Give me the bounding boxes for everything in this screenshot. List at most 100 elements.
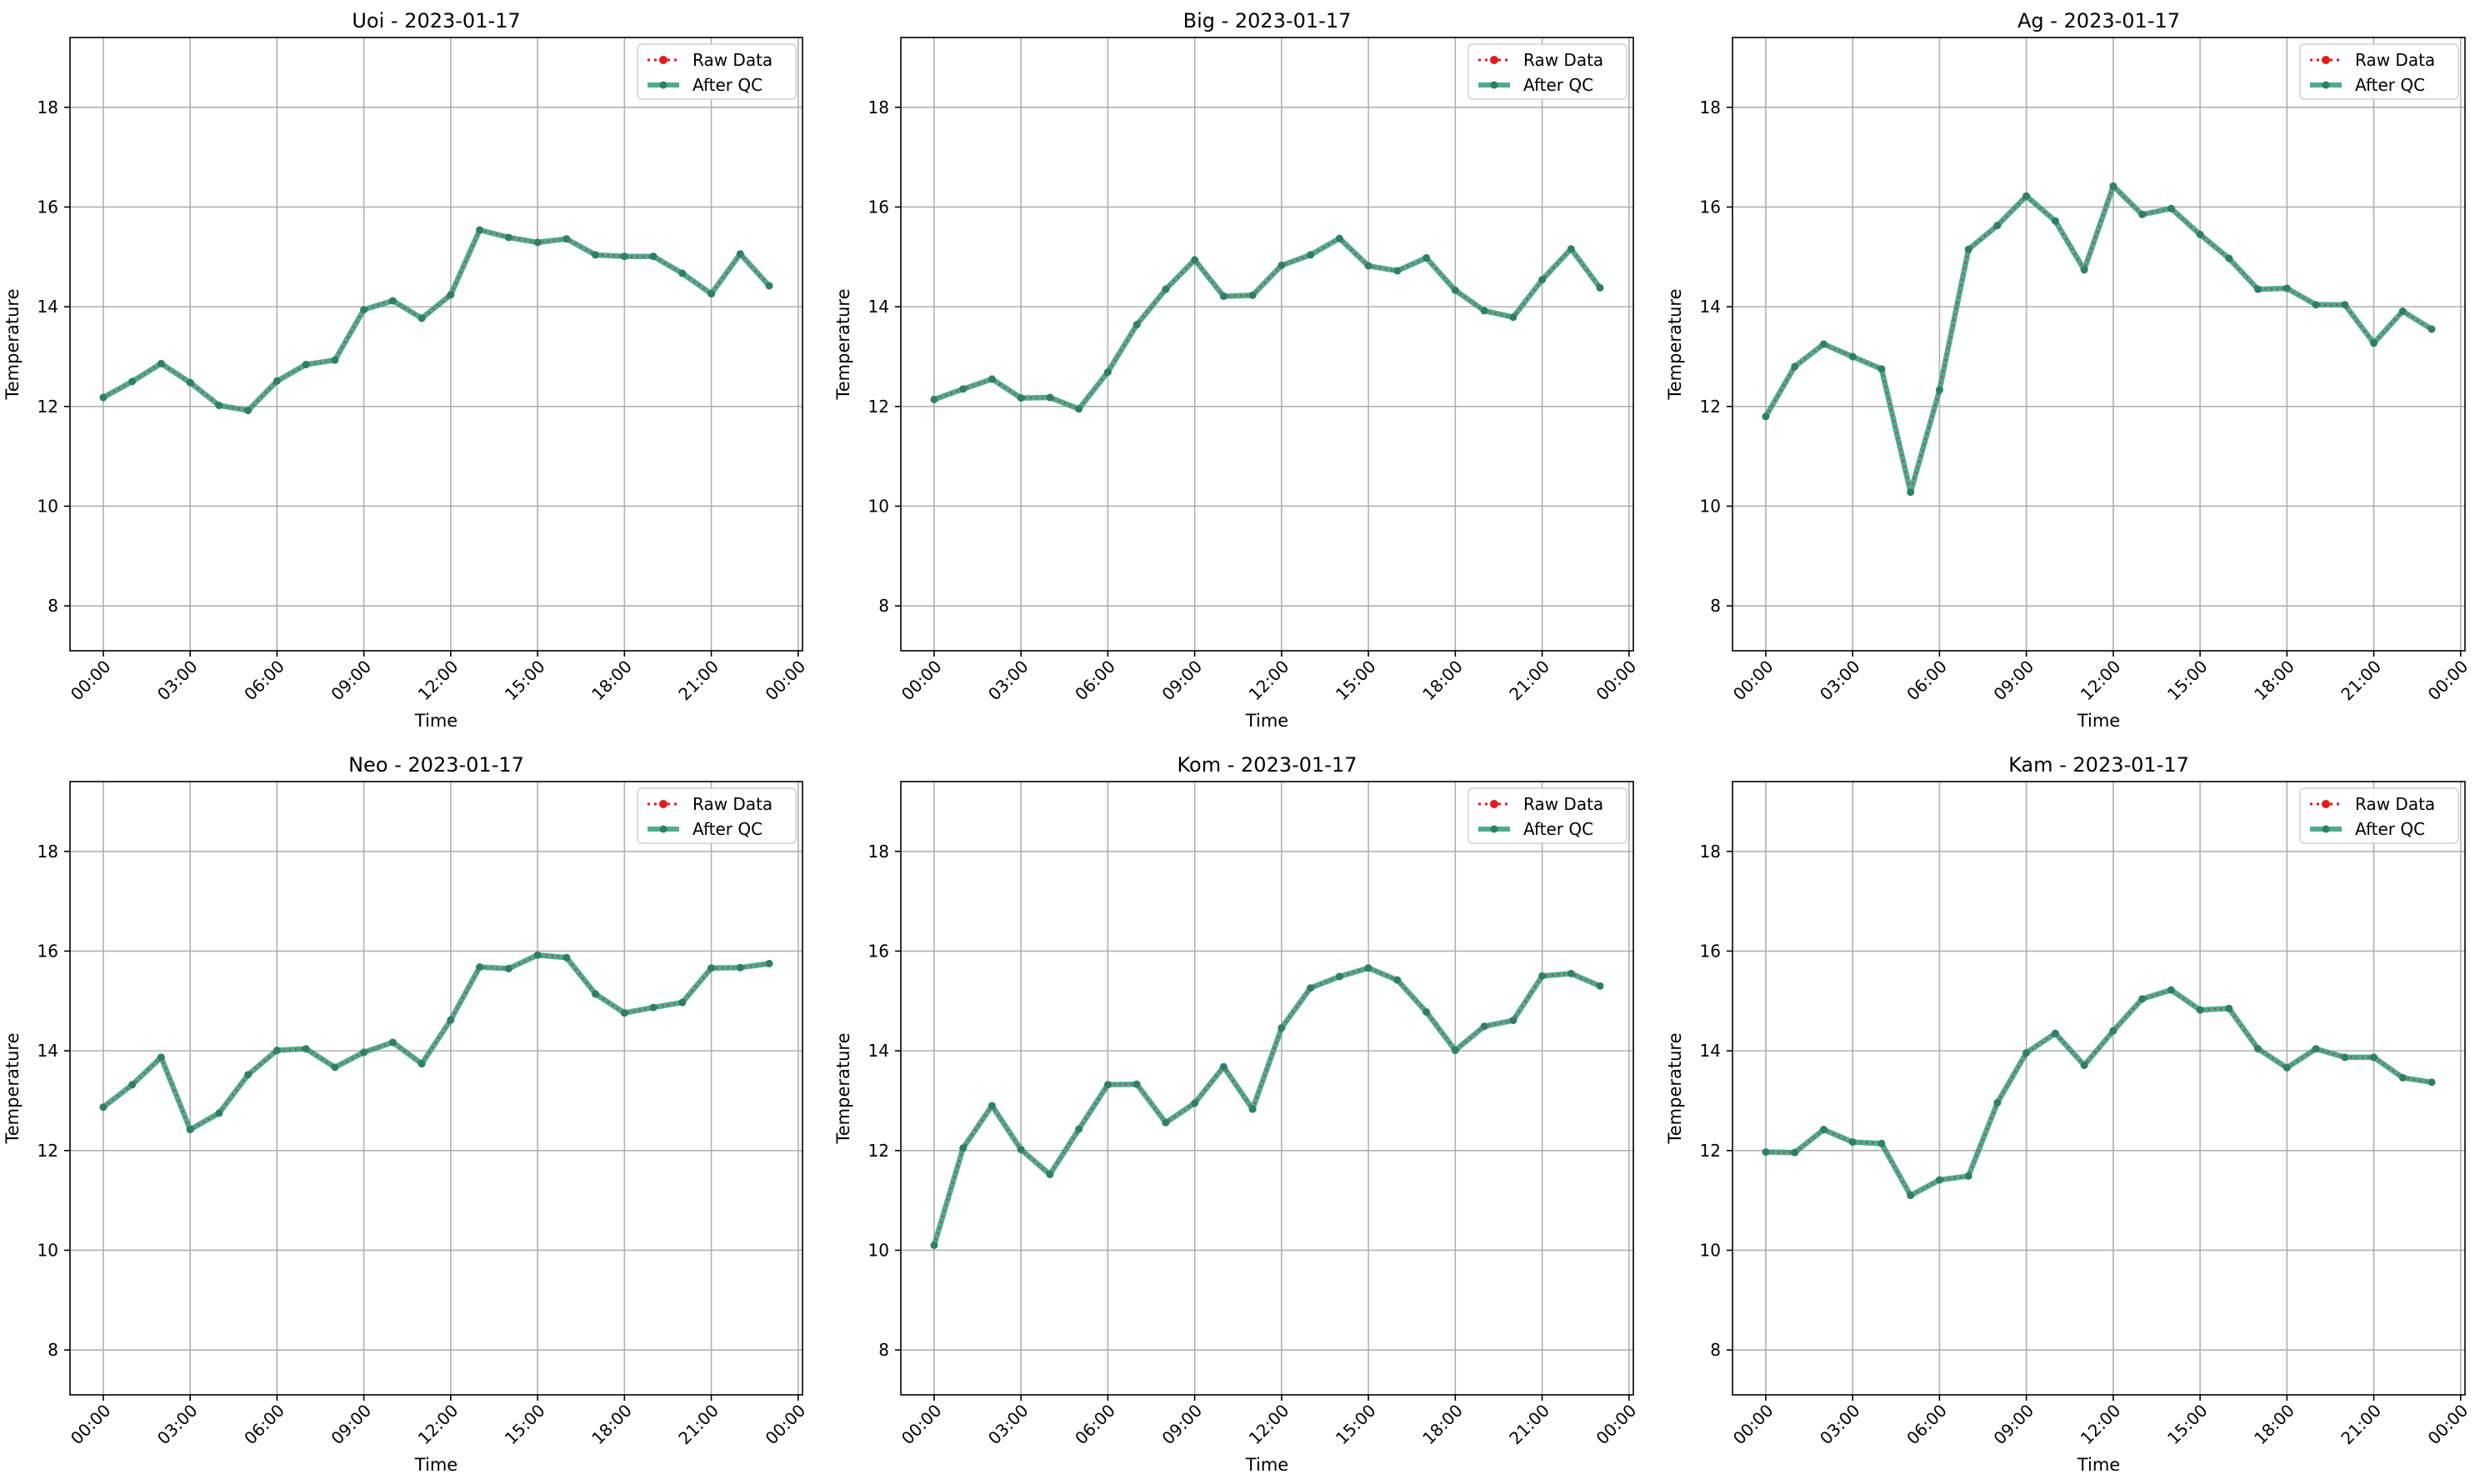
data-point-after-qc	[2282, 1063, 2291, 1072]
data-point-after-qc	[331, 356, 339, 364]
data-point-after-qc	[1480, 307, 1488, 315]
x-tick-label: 18:00	[2250, 657, 2298, 705]
data-point-after-qc	[1364, 964, 1372, 972]
data-point-after-qc	[1567, 969, 1575, 977]
data-point-after-qc	[1017, 1146, 1025, 1154]
data-point-after-qc	[1075, 1125, 1083, 1133]
x-axis-label: Time	[1245, 1455, 1288, 1475]
x-tick-label: 21:00	[674, 657, 722, 705]
data-point-after-qc	[1791, 1148, 1799, 1157]
data-point-after-qc	[1791, 362, 1799, 371]
data-point-after-qc	[1596, 982, 1604, 990]
legend-marker-raw-data	[2322, 56, 2330, 64]
x-tick-label: 21:00	[674, 1401, 722, 1449]
data-point-after-qc	[930, 395, 938, 403]
axes-frame	[1732, 781, 2466, 1396]
data-point-after-qc	[2225, 1004, 2233, 1012]
subplot-title: Big - 2023-01-17	[1183, 9, 1352, 32]
data-point-after-qc	[1993, 1098, 2002, 1107]
y-tick-label: 12	[38, 397, 58, 417]
data-point-after-qc	[2398, 1073, 2407, 1082]
data-point-after-qc	[2312, 301, 2320, 309]
legend-label-after-qc: After QC	[2355, 819, 2425, 839]
data-point-after-qc	[592, 990, 600, 998]
data-point-after-qc	[1509, 1017, 1518, 1025]
x-tick-label: 03:00	[153, 657, 202, 705]
legend-label-raw-data: Raw Data	[2355, 50, 2435, 70]
x-tick-label: 12:00	[2077, 657, 2125, 705]
x-tick-label: 00:00	[2424, 657, 2472, 705]
y-tick-label: 16	[1700, 941, 1721, 961]
data-point-after-qc	[1162, 285, 1170, 293]
x-tick-label: 18:00	[1418, 1401, 1467, 1449]
data-point-after-qc	[99, 393, 108, 402]
plot-area	[901, 782, 1633, 1395]
x-tick-label: 15:00	[1332, 657, 1380, 705]
y-tick-label: 14	[38, 297, 58, 317]
data-point-after-qc	[2080, 266, 2088, 274]
data-point-after-qc	[447, 291, 455, 299]
data-point-after-qc	[736, 963, 744, 972]
data-point-after-qc	[388, 1038, 397, 1047]
data-point-after-qc	[1046, 393, 1054, 402]
legend: Raw Data After QC	[1468, 43, 1628, 100]
data-point-after-qc	[157, 1053, 165, 1062]
x-tick-label: 18:00	[1418, 657, 1467, 705]
x-tick-label: 06:00	[1902, 1401, 1951, 1449]
data-point-after-qc	[331, 1063, 339, 1072]
data-point-after-qc	[2109, 182, 2118, 190]
x-tick-label: 06:00	[240, 657, 288, 705]
y-tick-label: 14	[1700, 297, 1721, 317]
x-tick-label: 00:00	[762, 657, 810, 705]
subplot-title: Neo - 2023-01-17	[348, 753, 524, 777]
y-tick-label: 10	[868, 496, 889, 516]
legend-marker-raw-data	[1490, 800, 1498, 808]
data-point-after-qc	[2138, 210, 2147, 218]
y-tick-label: 18	[1700, 842, 1721, 862]
data-point-after-qc	[2109, 1027, 2118, 1035]
data-point-after-qc	[2196, 1006, 2204, 1014]
data-point-after-qc	[708, 964, 716, 972]
legend-label-after-qc: After QC	[1523, 75, 1593, 95]
axes-frame	[69, 37, 803, 652]
data-point-after-qc	[533, 951, 542, 959]
data-point-after-qc	[562, 953, 571, 962]
data-point-after-qc	[1422, 253, 1431, 262]
x-tick-label: 09:00	[327, 657, 375, 705]
x-axis-label: Time	[2077, 1455, 2120, 1475]
y-axis-label: Temperature	[1665, 288, 1685, 400]
data-point-after-qc	[1103, 368, 1112, 377]
subplot-title: Kam - 2023-01-17	[2008, 753, 2189, 777]
data-point-after-qc	[592, 251, 600, 259]
y-tick-label: 10	[1700, 1240, 1721, 1260]
x-tick-label: 18:00	[588, 1401, 636, 1449]
series-line-raw-data	[932, 967, 1601, 1246]
y-tick-label: 16	[1700, 197, 1721, 217]
y-tick-label: 8	[1710, 1340, 1721, 1360]
data-point-after-qc	[244, 1071, 252, 1079]
y-tick-label: 18	[868, 97, 889, 117]
y-tick-label: 16	[868, 197, 889, 217]
y-tick-label: 10	[1700, 496, 1721, 516]
x-tick-label: 00:00	[67, 657, 115, 705]
y-tick-label: 18	[1700, 97, 1721, 117]
data-point-after-qc	[215, 1109, 223, 1117]
data-point-after-qc	[2398, 307, 2407, 316]
legend-marker-after-qc	[2322, 81, 2330, 89]
y-tick-label: 16	[38, 941, 58, 961]
data-point-after-qc	[1878, 365, 1886, 373]
legend-label-after-qc: After QC	[692, 75, 762, 95]
data-point-after-qc	[533, 238, 542, 247]
data-point-after-qc	[649, 252, 658, 261]
x-tick-label: 03:00	[984, 657, 1032, 705]
x-axis-label: Time	[2077, 711, 2120, 731]
legend-label-raw-data: Raw Data	[2355, 794, 2435, 814]
legend-marker-raw-data	[659, 800, 668, 808]
y-tick-label: 10	[38, 1240, 58, 1260]
legend-marker-after-qc	[1490, 825, 1498, 833]
data-point-after-qc	[2341, 301, 2349, 309]
data-point-after-qc	[2254, 285, 2262, 293]
x-tick-label: 12:00	[1245, 1401, 1293, 1449]
y-tick-label: 10	[868, 1240, 889, 1260]
y-tick-label: 8	[48, 1340, 58, 1360]
